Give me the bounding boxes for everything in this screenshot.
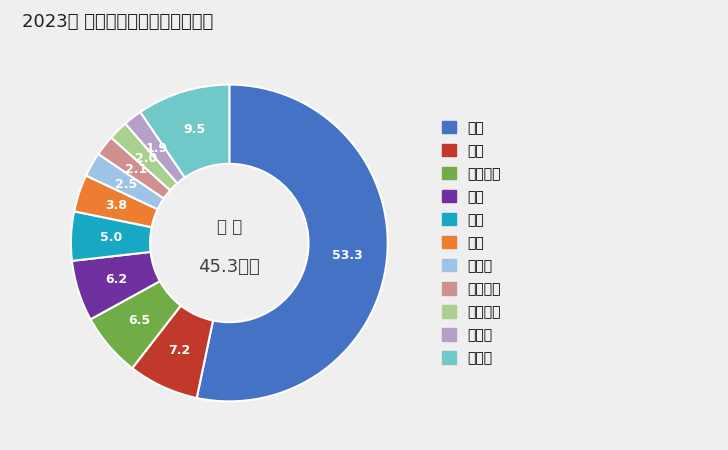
Text: 2023年 輸出相手国のシェア（％）: 2023年 輸出相手国のシェア（％） [22, 14, 213, 32]
Text: 6.5: 6.5 [128, 314, 150, 327]
Legend: 中国, 米国, フランス, タイ, 台湾, 韓国, ドイツ, ベトナム, ブラジル, インド, その他: 中国, 米国, フランス, タイ, 台湾, 韓国, ドイツ, ベトナム, ブラジ… [438, 117, 505, 369]
Text: 総 額: 総 額 [217, 218, 242, 236]
Wedge shape [86, 154, 164, 209]
Wedge shape [71, 212, 151, 261]
Wedge shape [197, 85, 388, 401]
Text: 2.5: 2.5 [115, 178, 138, 191]
Text: 7.2: 7.2 [168, 344, 191, 357]
Wedge shape [74, 176, 158, 227]
Text: 1.9: 1.9 [146, 142, 168, 155]
Text: 45.3億円: 45.3億円 [199, 258, 260, 276]
Wedge shape [141, 85, 229, 177]
Text: 53.3: 53.3 [332, 249, 363, 262]
Text: 5.0: 5.0 [100, 231, 122, 244]
Wedge shape [111, 124, 178, 190]
Wedge shape [125, 112, 185, 183]
Wedge shape [98, 138, 170, 198]
Text: 9.5: 9.5 [183, 123, 205, 136]
Text: 6.2: 6.2 [105, 273, 127, 285]
Text: 3.8: 3.8 [106, 199, 127, 212]
Wedge shape [132, 306, 213, 398]
Wedge shape [90, 281, 181, 368]
Text: 2.1: 2.1 [124, 163, 147, 176]
Text: 2.0: 2.0 [135, 152, 157, 165]
Wedge shape [72, 252, 160, 320]
